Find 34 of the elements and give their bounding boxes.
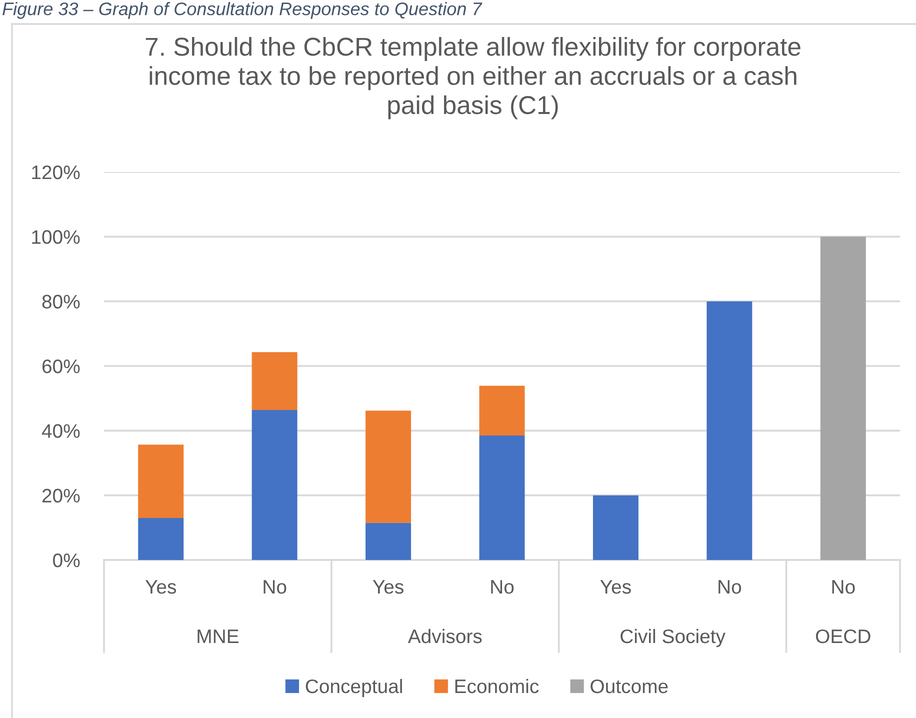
y-tick-label: 120% [32,165,80,180]
text: MNE [198,630,238,644]
bar [366,522,412,560]
bar [706,301,752,560]
bar [138,444,184,518]
x-tick-label: Yes [372,580,404,594]
bar [479,386,525,436]
y-tick-label: 80% [42,294,80,309]
bar [366,410,412,523]
legend-label: Economic [455,678,539,694]
x-tick-label: Yes [145,580,176,594]
y-tick-label: 20% [42,488,80,503]
x-tick-label: No [832,580,855,594]
text: Advisors [408,628,482,644]
y-tick-label: 60% [42,359,80,374]
x-tick-label: Yes [600,580,631,594]
bar [138,518,184,560]
bar [252,352,298,410]
text: Civil Society [620,628,726,648]
text: OECD [816,629,870,644]
bar [479,436,525,560]
legend-label: Outcome [590,679,668,694]
bar [820,236,866,560]
caption: Figure 33 – Graph of Consultation Responses to Question 7 [2,2,482,19]
y-tick-label: 100% [32,230,80,244]
x-tick-label: No [491,580,514,594]
chart-title: 7. Should the CbCR template allow flexibility for corporate income tax to be reported on either an accruals or a cash paid basis (C1) [146,37,800,120]
y-tick-label: 40% [42,424,80,438]
bar [592,495,638,560]
x-tick-label: No [264,580,286,594]
bar [252,410,298,560]
x-tick-label: No [718,580,742,594]
legend-label: Conceptual [306,678,402,698]
y-tick-label: 0% [53,553,80,568]
